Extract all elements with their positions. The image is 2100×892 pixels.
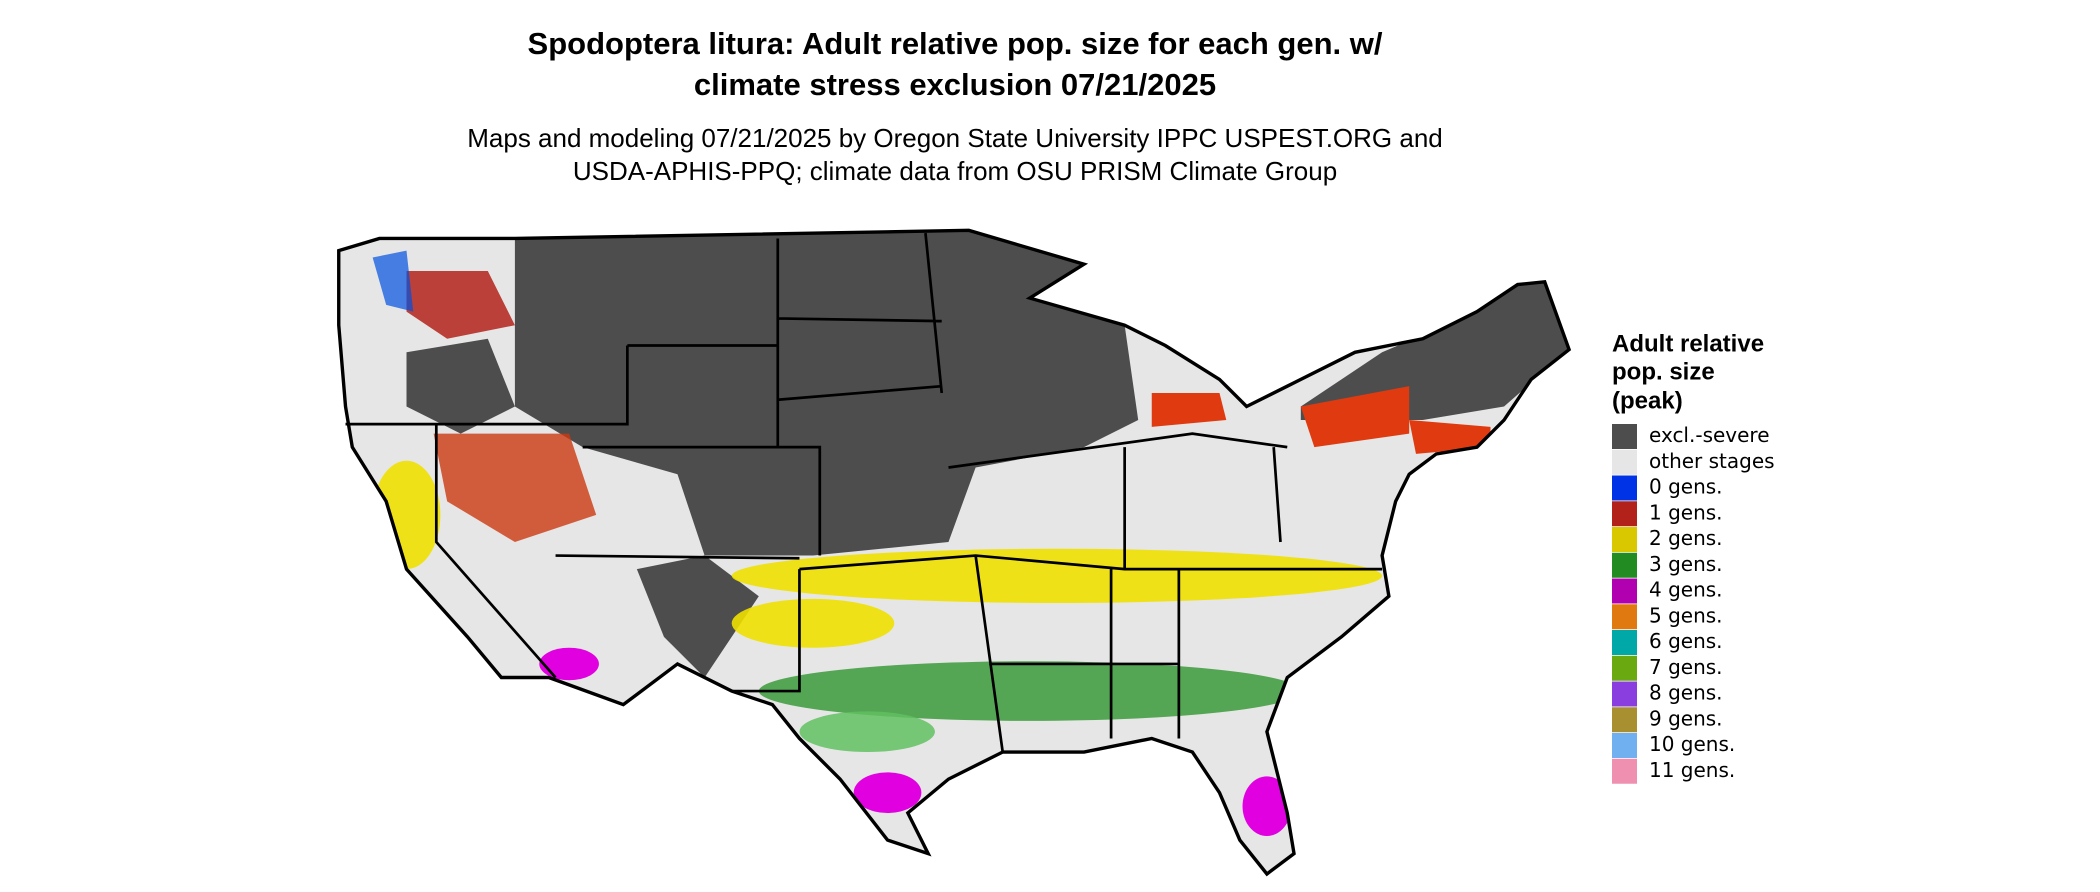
title-line: Spodoptera litura: Adult relative pop. s… (528, 26, 1383, 61)
one-gen-region (433, 433, 597, 542)
legend-label: other stages (1649, 449, 1775, 473)
legend-swatch (1612, 655, 1637, 681)
exclusion-region (514, 230, 1139, 556)
legend-swatch (1612, 681, 1637, 707)
legend-title-line: pop. size (1612, 358, 1715, 385)
legend-label: 3 gens. (1649, 552, 1723, 576)
map-fill (372, 230, 1570, 837)
two-gen-region (372, 460, 441, 570)
legend-swatch (1612, 424, 1637, 449)
three-gen-region (799, 711, 935, 753)
four-gen-region (539, 647, 599, 681)
legend-label: 6 gens. (1649, 629, 1723, 653)
legend-label: 10 gens. (1649, 732, 1735, 756)
exclusion-region (1300, 281, 1570, 421)
legend-label: 5 gens. (1649, 603, 1723, 627)
title-line: climate stress exclusion 07/21/2025 (694, 67, 1216, 102)
state-borders (345, 232, 1383, 753)
four-gen-region (1242, 776, 1292, 837)
one-gen-region (1151, 392, 1227, 427)
legend-swatch (1612, 449, 1637, 475)
one-gen-region (1300, 386, 1410, 448)
subtitle-line: Maps and modeling 07/21/2025 by Oregon S… (467, 123, 1443, 153)
two-gen-region (731, 598, 895, 648)
legend-swatch (1612, 604, 1637, 630)
legend-label: 8 gens. (1649, 681, 1723, 705)
zero-gen-region (372, 250, 414, 312)
legend-label: 9 gens. (1649, 706, 1723, 730)
legend-label: 7 gens. (1649, 655, 1723, 679)
legend-label: 0 gens. (1649, 475, 1723, 499)
legend-swatch (1612, 475, 1637, 501)
two-gen-region (731, 548, 1383, 603)
one-gen-region (406, 271, 515, 339)
legend-swatch (1612, 707, 1637, 733)
legend-swatch (1612, 630, 1637, 655)
four-gen-region (853, 772, 922, 813)
legend-swatch (1612, 527, 1637, 552)
legend-swatch (1612, 578, 1637, 604)
us-map (337, 228, 1571, 876)
exclusion-region (406, 338, 515, 434)
three-gen-region (758, 661, 1301, 721)
legend-label: 2 gens. (1649, 526, 1723, 550)
legend: Adult relative pop. size (peak) excl.-se… (1612, 330, 1775, 784)
legend-title-line: (peak) (1612, 387, 1683, 414)
one-gen-region (1409, 420, 1491, 454)
exclusion-region (636, 555, 759, 678)
legend-swatch (1612, 501, 1637, 527)
legend-swatch (1612, 552, 1637, 578)
legend-label: 11 gens. (1649, 758, 1735, 782)
legend-label: 4 gens. (1649, 578, 1723, 602)
legend-swatch (1612, 758, 1637, 784)
legend-swatch (1612, 733, 1637, 758)
legend-label: excl.-severe (1649, 423, 1770, 447)
legend-title-line: Adult relative (1612, 330, 1764, 357)
subtitle-line: USDA-APHIS-PPQ; climate data from OSU PR… (573, 156, 1337, 186)
legend-label: 1 gens. (1649, 500, 1723, 524)
